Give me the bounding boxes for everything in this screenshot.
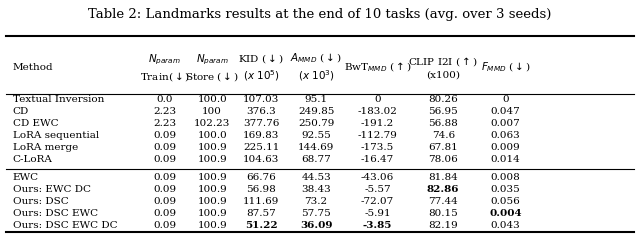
Text: 38.43: 38.43 <box>301 185 331 194</box>
Text: Ours: EWC DC: Ours: EWC DC <box>13 185 91 194</box>
Text: 51.22: 51.22 <box>245 221 277 230</box>
Text: 250.79: 250.79 <box>298 119 334 128</box>
Text: 0.063: 0.063 <box>491 131 520 140</box>
Text: 100.0: 100.0 <box>197 131 227 140</box>
Text: 0.056: 0.056 <box>491 198 520 206</box>
Text: 100.9: 100.9 <box>197 210 227 219</box>
Text: 78.06: 78.06 <box>428 155 458 164</box>
Text: -112.79: -112.79 <box>358 131 397 140</box>
Text: 82.86: 82.86 <box>427 185 460 194</box>
Text: 104.63: 104.63 <box>243 155 279 164</box>
Text: 100.0: 100.0 <box>197 95 227 104</box>
Text: LoRA sequential: LoRA sequential <box>13 131 99 140</box>
Text: Table 2: Landmarks results at the end of 10 tasks (avg. over 3 seeds): Table 2: Landmarks results at the end of… <box>88 8 552 21</box>
Text: C-LoRA: C-LoRA <box>13 155 52 164</box>
Text: 0.014: 0.014 <box>491 155 520 164</box>
Text: 100.9: 100.9 <box>197 173 227 182</box>
Text: 0.043: 0.043 <box>491 221 520 230</box>
Text: 92.55: 92.55 <box>301 131 331 140</box>
Text: 0.09: 0.09 <box>153 198 177 206</box>
Text: 0.0: 0.0 <box>157 95 173 104</box>
Text: $N_{param}$
Train($\downarrow$): $N_{param}$ Train($\downarrow$) <box>140 52 190 83</box>
Text: -72.07: -72.07 <box>361 198 394 206</box>
Text: 0.004: 0.004 <box>490 210 522 219</box>
Text: 169.83: 169.83 <box>243 131 279 140</box>
Text: 100.9: 100.9 <box>197 198 227 206</box>
Text: 102.23: 102.23 <box>194 119 230 128</box>
Text: CD: CD <box>13 107 29 116</box>
Text: 0: 0 <box>374 95 381 104</box>
Text: Ours: DSC: Ours: DSC <box>13 198 68 206</box>
Text: 0.09: 0.09 <box>153 185 177 194</box>
Text: -16.47: -16.47 <box>361 155 394 164</box>
Text: 100: 100 <box>202 107 222 116</box>
Text: -43.06: -43.06 <box>361 173 394 182</box>
Text: 66.76: 66.76 <box>246 173 276 182</box>
Text: 100.9: 100.9 <box>197 185 227 194</box>
Text: 77.44: 77.44 <box>428 198 458 206</box>
Text: LoRA merge: LoRA merge <box>13 143 78 152</box>
Text: BwT$_{MMD}$ ($\uparrow$): BwT$_{MMD}$ ($\uparrow$) <box>344 61 412 74</box>
Text: 80.26: 80.26 <box>428 95 458 104</box>
Text: 0.09: 0.09 <box>153 155 177 164</box>
Text: 2.23: 2.23 <box>153 119 177 128</box>
Text: 0.09: 0.09 <box>153 173 177 182</box>
Text: -3.85: -3.85 <box>363 221 392 230</box>
Text: 56.88: 56.88 <box>428 119 458 128</box>
Text: -191.2: -191.2 <box>361 119 394 128</box>
Text: Method: Method <box>13 63 53 72</box>
Text: 80.15: 80.15 <box>428 210 458 219</box>
Text: 111.69: 111.69 <box>243 198 279 206</box>
Text: 100.9: 100.9 <box>197 155 227 164</box>
Text: KID ($\downarrow$)
$(x\ 10^5)$: KID ($\downarrow$) $(x\ 10^5)$ <box>238 52 284 83</box>
Text: 87.57: 87.57 <box>246 210 276 219</box>
Text: 249.85: 249.85 <box>298 107 334 116</box>
Text: 56.95: 56.95 <box>428 107 458 116</box>
Text: 44.53: 44.53 <box>301 173 331 182</box>
Text: Ours: DSC EWC: Ours: DSC EWC <box>13 210 98 219</box>
Text: 67.81: 67.81 <box>428 143 458 152</box>
Text: 2.23: 2.23 <box>153 107 177 116</box>
Text: 0.035: 0.035 <box>491 185 520 194</box>
Text: 82.19: 82.19 <box>428 221 458 230</box>
Text: -5.57: -5.57 <box>364 185 391 194</box>
Text: 100.9: 100.9 <box>197 143 227 152</box>
Text: 74.6: 74.6 <box>431 131 455 140</box>
Text: $A_{MMD}$ ($\downarrow$)
$(x\ 10^3)$: $A_{MMD}$ ($\downarrow$) $(x\ 10^3)$ <box>291 52 342 84</box>
Text: -173.5: -173.5 <box>361 143 394 152</box>
Text: 56.98: 56.98 <box>246 185 276 194</box>
Text: CLIP I2I ($\uparrow$)
(x100): CLIP I2I ($\uparrow$) (x100) <box>408 55 478 80</box>
Text: 0.008: 0.008 <box>491 173 520 182</box>
Text: -183.02: -183.02 <box>358 107 397 116</box>
Text: -5.91: -5.91 <box>364 210 391 219</box>
Text: 0.09: 0.09 <box>153 143 177 152</box>
Text: 95.1: 95.1 <box>305 95 328 104</box>
Text: 0.09: 0.09 <box>153 131 177 140</box>
Text: 73.2: 73.2 <box>305 198 328 206</box>
Text: $N_{param}$
Store ($\downarrow$): $N_{param}$ Store ($\downarrow$) <box>185 52 239 83</box>
Text: 225.11: 225.11 <box>243 143 279 152</box>
Text: 0.09: 0.09 <box>153 210 177 219</box>
Text: 144.69: 144.69 <box>298 143 334 152</box>
Text: 376.3: 376.3 <box>246 107 276 116</box>
Text: 68.77: 68.77 <box>301 155 331 164</box>
Text: 36.09: 36.09 <box>300 221 332 230</box>
Text: 377.76: 377.76 <box>243 119 279 128</box>
Text: 0.009: 0.009 <box>491 143 520 152</box>
Text: EWC: EWC <box>13 173 39 182</box>
Text: 107.03: 107.03 <box>243 95 279 104</box>
Text: CD EWC: CD EWC <box>13 119 58 128</box>
Text: 0.007: 0.007 <box>491 119 520 128</box>
Text: 0.09: 0.09 <box>153 221 177 230</box>
Text: 0: 0 <box>502 95 509 104</box>
Text: 100.9: 100.9 <box>197 221 227 230</box>
Text: 81.84: 81.84 <box>428 173 458 182</box>
Text: $F_{MMD}$ ($\downarrow$): $F_{MMD}$ ($\downarrow$) <box>481 61 531 74</box>
Text: Textual Inversion: Textual Inversion <box>13 95 104 104</box>
Text: Ours: DSC EWC DC: Ours: DSC EWC DC <box>13 221 117 230</box>
Text: 0.047: 0.047 <box>491 107 520 116</box>
Text: 57.75: 57.75 <box>301 210 331 219</box>
